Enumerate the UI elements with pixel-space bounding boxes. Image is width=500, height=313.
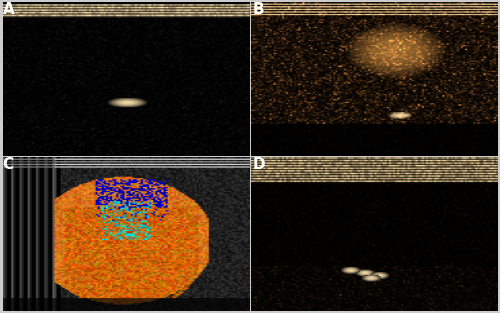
Text: D: D [252,157,265,172]
Text: B: B [252,2,264,17]
Text: C: C [2,157,14,172]
Text: A: A [2,2,14,17]
